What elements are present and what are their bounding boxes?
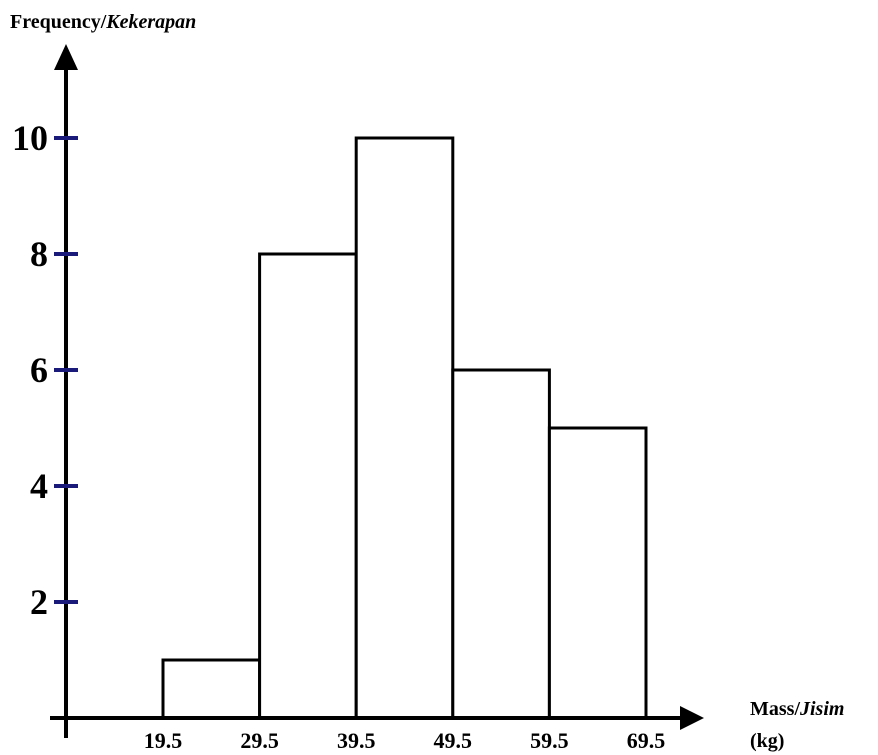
y-tick-label-6: 6 (30, 350, 48, 390)
y-tick-label-8: 8 (30, 234, 48, 274)
y-axis-arrowhead (54, 44, 78, 70)
y-tick-label-4: 4 (30, 466, 48, 506)
y-ticks-group: 2 4 6 8 10 (12, 118, 78, 622)
x-ticks-group: 19.5 29.5 39.5 49.5 59.5 69.5 (144, 728, 666, 753)
y-tick-label-2: 2 (30, 582, 48, 622)
histogram-bar-59.5-69.5 (547, 426, 648, 720)
x-axis-unit: (kg) (750, 730, 784, 752)
x-tick-label-39.5: 39.5 (337, 728, 376, 753)
x-axis-arrowhead (680, 706, 704, 730)
bars-group (161, 136, 648, 720)
histogram-bar-39.5-49.5 (354, 136, 455, 720)
y-tick-label-10: 10 (12, 118, 48, 158)
x-tick-label-49.5: 49.5 (434, 728, 473, 753)
x-tick-label-59.5: 59.5 (530, 728, 569, 753)
histogram-bar-19.5-29.5 (161, 658, 262, 720)
axes-group (50, 44, 704, 738)
histogram-bar-29.5-39.5 (258, 252, 358, 720)
y-axis-title: Frequency/Kekerapan (10, 11, 196, 33)
histogram-bar-49.5-59.5 (451, 368, 551, 720)
x-axis-title: Mass/Jisim (750, 698, 844, 720)
x-tick-label-29.5: 29.5 (240, 728, 279, 753)
x-tick-label-19.5: 19.5 (144, 728, 183, 753)
x-tick-label-69.5: 69.5 (627, 728, 666, 753)
